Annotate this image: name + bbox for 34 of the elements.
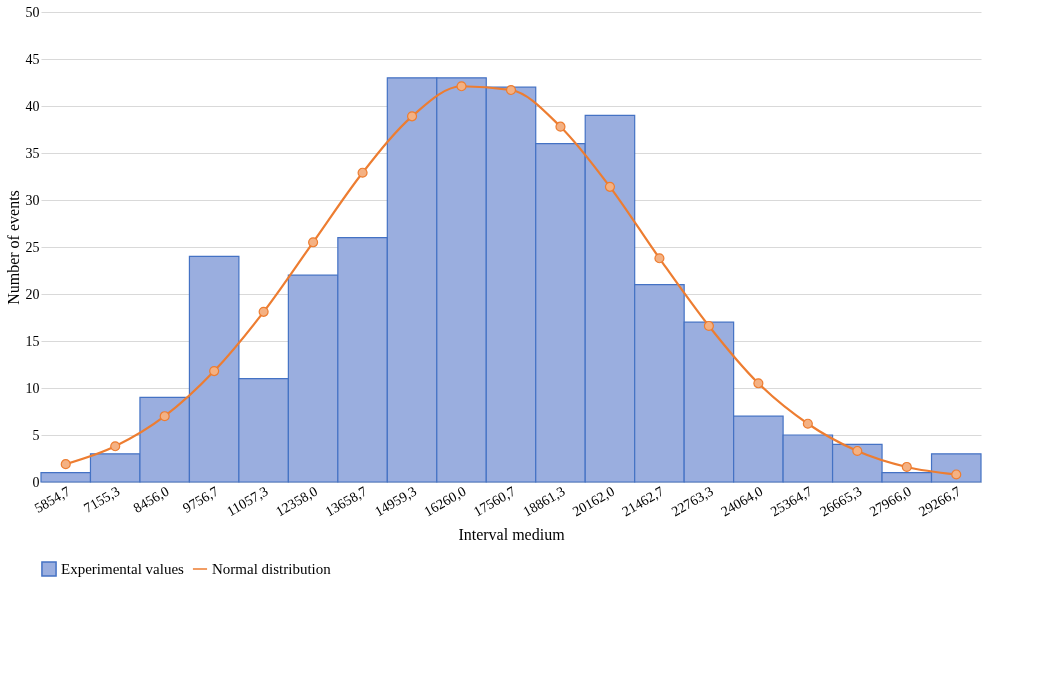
legend-label: Experimental values	[61, 561, 185, 577]
point	[604, 181, 616, 192]
point	[753, 378, 764, 389]
point	[654, 253, 665, 264]
y-tick-label: 0	[32, 474, 40, 490]
point	[258, 306, 269, 317]
y-tick-label: 10	[25, 380, 40, 396]
point	[951, 469, 962, 480]
point	[159, 411, 170, 422]
point	[703, 320, 714, 332]
y-tick-label: 40	[25, 98, 40, 114]
y-tick-label: 45	[25, 51, 40, 67]
y-axis-title: Number of events	[4, 190, 22, 305]
point	[802, 418, 813, 429]
point	[357, 167, 368, 178]
point	[60, 459, 71, 470]
point	[308, 237, 319, 248]
point	[555, 121, 566, 132]
point	[852, 445, 863, 457]
y-tick-label: 35	[25, 145, 40, 161]
x-axis-title: Interval medium	[458, 526, 566, 544]
y-tick-label: 20	[25, 286, 40, 302]
point	[901, 461, 912, 473]
point	[110, 441, 121, 452]
point	[505, 84, 517, 96]
y-tick-label: 15	[25, 333, 40, 349]
point	[209, 366, 220, 377]
legend-label: Normal distribution	[212, 561, 332, 577]
point	[406, 111, 418, 122]
y-tick-label: 30	[25, 192, 40, 208]
y-tick-label: 25	[25, 239, 40, 255]
point	[456, 81, 467, 92]
y-tick-label: 5	[32, 427, 40, 443]
y-tick-label: 50	[25, 4, 40, 20]
